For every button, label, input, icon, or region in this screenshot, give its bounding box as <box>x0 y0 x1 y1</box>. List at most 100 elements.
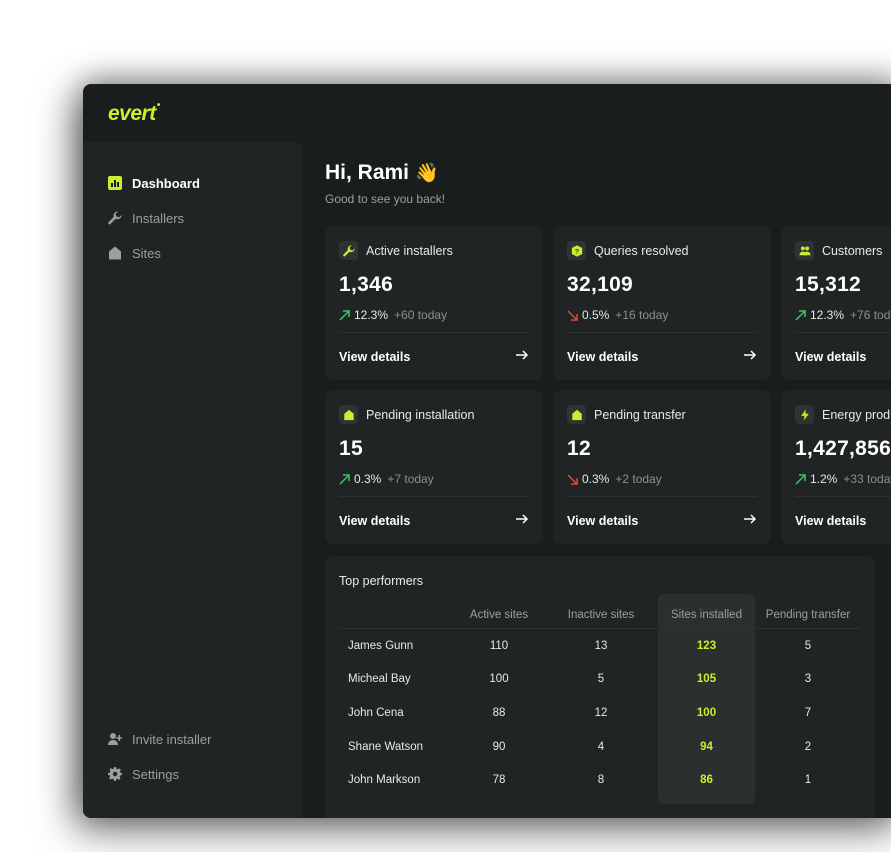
arrow-right-icon[interactable] <box>515 512 529 526</box>
cell-pending-transfer: 5 <box>804 639 812 652</box>
delta-percent: 0.5% <box>582 308 610 322</box>
column-header <box>339 602 453 629</box>
card-title: Pending transfer <box>594 407 686 422</box>
trend-up-icon <box>795 473 806 485</box>
trend-up-icon <box>339 309 350 321</box>
sidebar-item-label: Sites <box>132 245 161 261</box>
card-value: 15,312 <box>795 273 862 296</box>
app-window: evert• Dashboard Installers Sites Invite… <box>83 84 891 818</box>
cell-pending-transfer: 3 <box>804 673 812 686</box>
sidebar-item-installers[interactable]: Installers <box>108 208 184 228</box>
delta-percent: 0.3% <box>354 472 382 486</box>
house-icon <box>109 246 121 260</box>
table-row[interactable]: Shane Watson 90 4 94 2 <box>339 730 860 764</box>
cell-active-sites: 88 <box>492 706 506 719</box>
users-icon <box>798 245 811 255</box>
column-header[interactable]: Pending transfer <box>756 602 860 629</box>
card-value: 12 <box>567 437 591 460</box>
cell-inactive-sites: 13 <box>594 639 608 652</box>
house-icon <box>571 409 582 420</box>
view-details-link[interactable]: View details <box>339 514 411 528</box>
view-details-link[interactable]: View details <box>795 514 867 528</box>
arrow-right-icon[interactable] <box>743 348 757 362</box>
delta-today: +33 today <box>843 472 891 486</box>
wrench-icon <box>342 244 355 256</box>
cell-active-sites: 90 <box>492 740 506 753</box>
cell-sites-installed: 86 <box>700 774 713 787</box>
top-performers-card: Top performers Active sites Inactive sit… <box>325 556 875 818</box>
delta-today: +16 today <box>615 308 669 322</box>
question-icon: ? <box>571 244 582 257</box>
table-row[interactable]: Micheal Bay 100 5 105 3 <box>339 663 860 697</box>
card-title: Active installers <box>366 243 453 258</box>
stat-card-pending-transfer: Pending transfer 12 0.3% +2 today View d… <box>553 390 771 544</box>
arrow-right-icon[interactable] <box>743 512 757 526</box>
cell-name: James Gunn <box>348 639 414 652</box>
cell-sites-installed: 94 <box>700 740 713 753</box>
cell-pending-transfer: 7 <box>804 706 812 719</box>
card-delta: 12.3% +76 today <box>795 308 891 322</box>
sidebar-item-sites[interactable]: Sites <box>108 243 161 263</box>
sidebar-item-invite-installer[interactable]: Invite installer <box>108 729 211 749</box>
page-title: Hi, Rami 👋 <box>325 161 439 185</box>
stat-card-customers: Customers 15,312 12.3% +76 today View de… <box>781 226 891 380</box>
sidebar: Dashboard Installers Sites Invite instal… <box>83 142 302 818</box>
card-title: Pending installation <box>366 407 475 422</box>
stat-card-queries-resolved: ? Queries resolved 32,109 0.5% +16 today… <box>553 226 771 380</box>
trend-up-icon <box>795 309 806 321</box>
view-details-link[interactable]: View details <box>567 514 639 528</box>
delta-today: +60 today <box>394 308 448 322</box>
section-title: Top performers <box>339 574 424 588</box>
card-value: 32,109 <box>567 273 634 296</box>
bolt-icon <box>800 408 809 421</box>
trend-down-icon <box>567 309 578 321</box>
performers-table: Active sites Inactive sites Sites instal… <box>339 602 860 797</box>
cell-name: John Markson <box>348 774 421 787</box>
stat-card-active-installers: Active installers 1,346 12.3% +60 today … <box>325 226 543 380</box>
delta-percent: 0.3% <box>582 472 610 486</box>
wrench-icon <box>108 211 122 225</box>
card-title: Queries resolved <box>594 243 689 258</box>
cell-sites-installed: 123 <box>696 639 717 652</box>
sidebar-item-settings[interactable]: Settings <box>108 764 179 784</box>
card-title: Customers <box>822 243 883 258</box>
card-title: Energy produced <box>822 407 891 422</box>
column-header[interactable]: Sites installed <box>657 602 756 629</box>
sidebar-item-dashboard[interactable]: Dashboard <box>108 173 200 193</box>
highlight-column <box>658 594 755 804</box>
column-header[interactable]: Active sites <box>453 602 545 629</box>
card-delta: 1.2% +33 today <box>795 472 891 486</box>
card-value: 15 <box>339 437 363 460</box>
table-row[interactable]: John Cena 88 12 100 7 <box>339 696 860 730</box>
view-details-link[interactable]: View details <box>567 350 639 364</box>
table-row[interactable]: James Gunn 110 13 123 5 <box>339 629 860 663</box>
card-delta: 0.5% +16 today <box>567 308 668 322</box>
cell-name: Shane Watson <box>348 740 424 753</box>
delta-today: +76 today <box>850 308 891 322</box>
sidebar-item-label: Installers <box>132 210 185 226</box>
stat-card-energy-produced: Energy produced 1,427,856 1.2% +33 today… <box>781 390 891 544</box>
logo[interactable]: evert• <box>108 100 160 125</box>
delta-percent: 12.3% <box>810 308 845 322</box>
page-subtitle: Good to see you back! <box>325 192 446 206</box>
card-value: 1,346 <box>339 273 394 296</box>
sidebar-item-label: Settings <box>132 766 179 782</box>
svg-text:?: ? <box>574 248 578 255</box>
arrow-right-icon[interactable] <box>515 348 529 362</box>
table-row[interactable]: John Markson 78 8 86 1 <box>339 763 860 797</box>
column-header[interactable]: Inactive sites <box>545 602 657 629</box>
table-header-row: Active sites Inactive sites Sites instal… <box>339 602 860 629</box>
card-delta: 0.3% +2 today <box>567 472 662 486</box>
card-delta: 12.3% +60 today <box>339 308 447 322</box>
cell-sites-installed: 105 <box>696 673 717 686</box>
delta-today: +7 today <box>387 472 434 486</box>
cell-pending-transfer: 2 <box>804 740 812 753</box>
view-details-link[interactable]: View details <box>339 350 411 364</box>
card-delta: 0.3% +7 today <box>339 472 434 486</box>
cell-name: John Cena <box>348 706 404 719</box>
cell-active-sites: 110 <box>489 639 509 652</box>
view-details-link[interactable]: View details <box>795 350 867 364</box>
cell-active-sites: 78 <box>492 774 506 787</box>
card-value: 1,427,856 <box>795 437 891 460</box>
cell-inactive-sites: 12 <box>594 706 608 719</box>
